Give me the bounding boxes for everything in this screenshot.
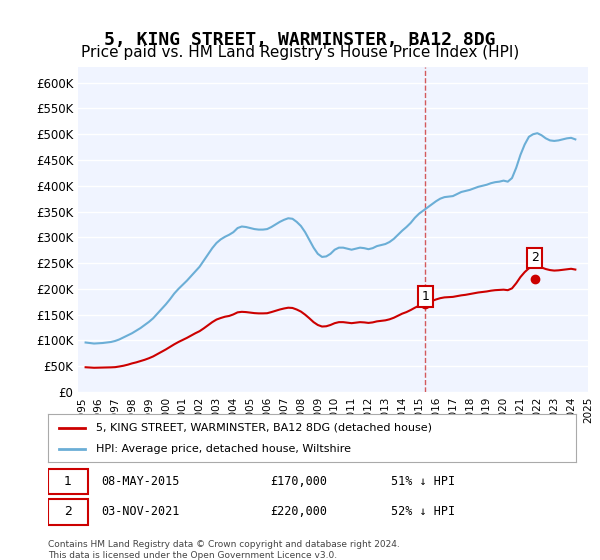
Text: £170,000: £170,000 (270, 475, 327, 488)
Text: £220,000: £220,000 (270, 505, 327, 519)
Text: 03-NOV-2021: 03-NOV-2021 (101, 505, 179, 519)
Text: 5, KING STREET, WARMINSTER, BA12 8DG: 5, KING STREET, WARMINSTER, BA12 8DG (104, 31, 496, 49)
Text: Price paid vs. HM Land Registry's House Price Index (HPI): Price paid vs. HM Land Registry's House … (81, 45, 519, 60)
Text: 52% ↓ HPI: 52% ↓ HPI (391, 505, 455, 519)
Text: 2: 2 (64, 505, 72, 519)
Text: Contains HM Land Registry data © Crown copyright and database right 2024.
This d: Contains HM Land Registry data © Crown c… (48, 540, 400, 560)
Text: 08-MAY-2015: 08-MAY-2015 (101, 475, 179, 488)
Text: HPI: Average price, detached house, Wiltshire: HPI: Average price, detached house, Wilt… (95, 444, 350, 454)
Text: 1: 1 (64, 475, 72, 488)
Text: 51% ↓ HPI: 51% ↓ HPI (391, 475, 455, 488)
Text: 5, KING STREET, WARMINSTER, BA12 8DG (detached house): 5, KING STREET, WARMINSTER, BA12 8DG (de… (95, 423, 431, 433)
FancyBboxPatch shape (48, 499, 88, 525)
FancyBboxPatch shape (48, 469, 88, 494)
Text: 1: 1 (421, 290, 429, 303)
Text: 2: 2 (530, 251, 539, 264)
